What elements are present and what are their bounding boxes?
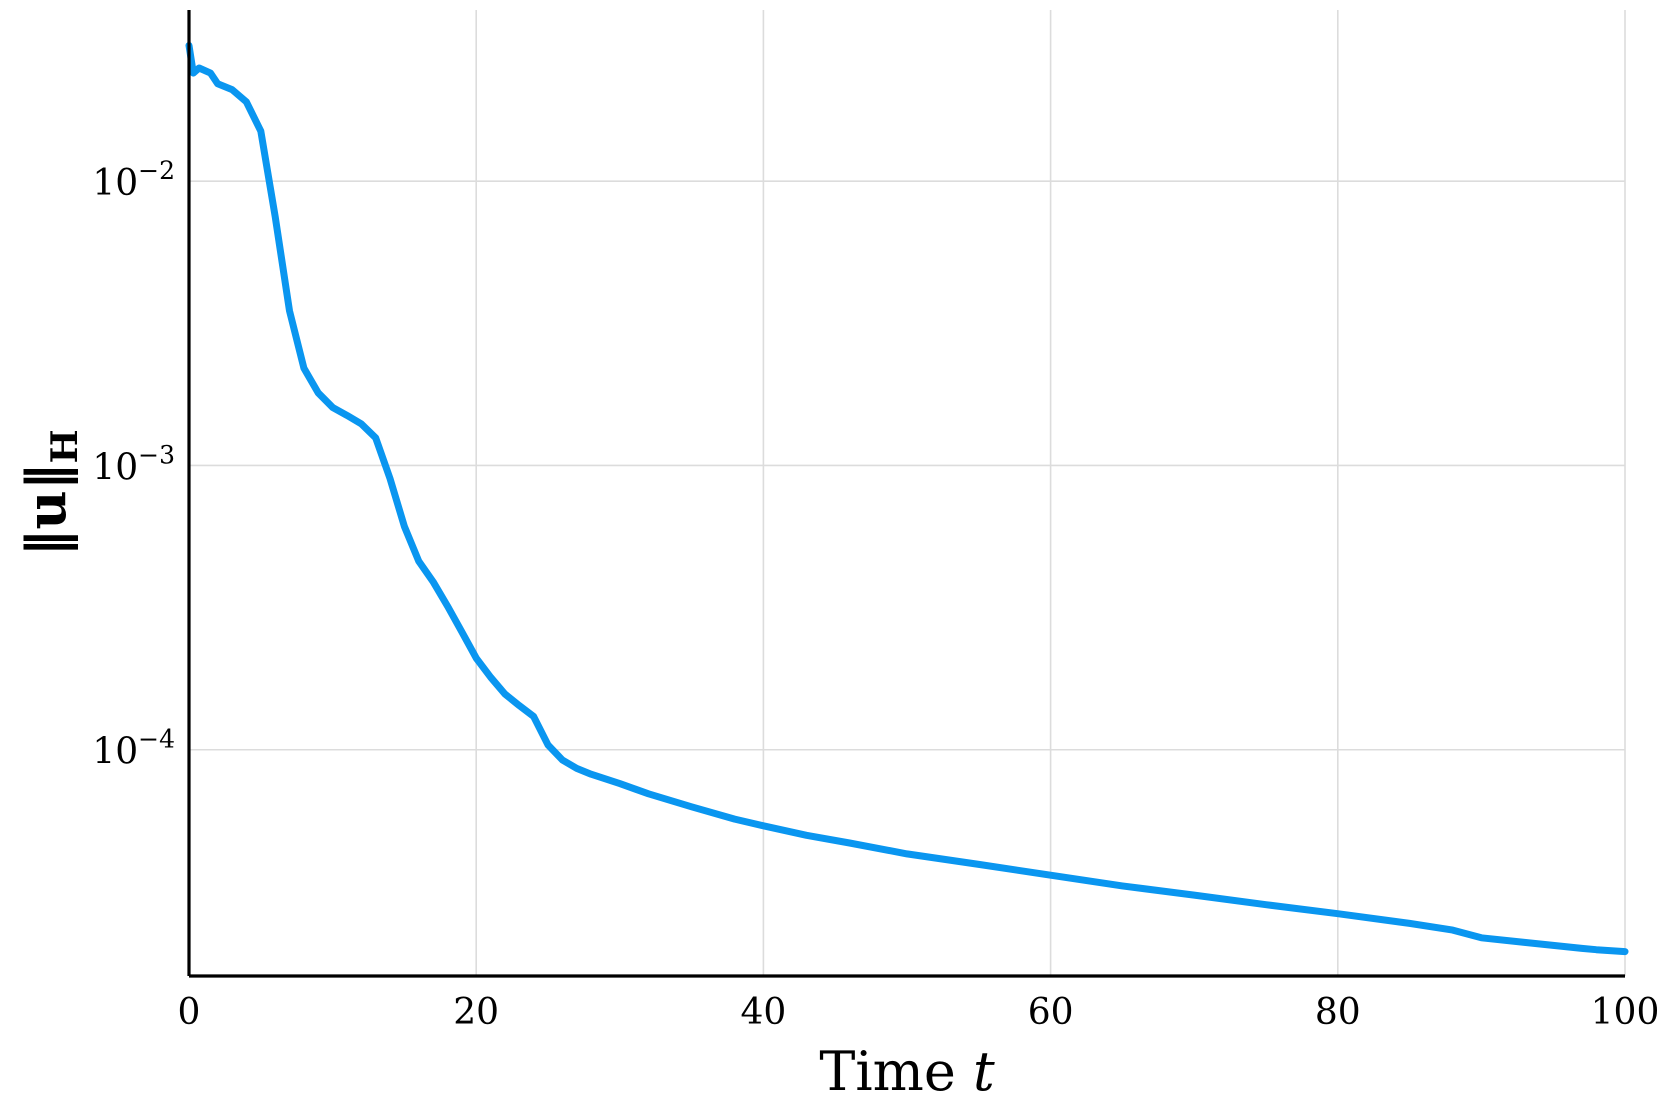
y-tick-label-0: 10−4 (92, 725, 175, 773)
x-tick-label-5: 100 (1591, 992, 1660, 1033)
x-axis-label: Time t (819, 1040, 995, 1103)
y-tick-label-1: 10−3 (92, 440, 175, 488)
y-axis-label: ‖u‖H (14, 429, 86, 556)
x-tick-labels: 0 20 40 60 80 100 (178, 992, 1660, 1033)
axes (187, 10, 1625, 978)
x-tick-label-1: 20 (453, 992, 499, 1033)
x-tick-label-2: 40 (740, 992, 786, 1033)
grid-lines (188, 10, 1626, 976)
x-tick-label-4: 80 (1315, 992, 1361, 1033)
x-tick-label-0: 0 (178, 992, 201, 1033)
y-tick-labels: 10−4 10−3 10−2 (92, 156, 175, 773)
x-tick-label-3: 60 (1028, 992, 1074, 1033)
y-tick-label-2: 10−2 (92, 156, 175, 204)
series-line (185, 42, 1629, 956)
